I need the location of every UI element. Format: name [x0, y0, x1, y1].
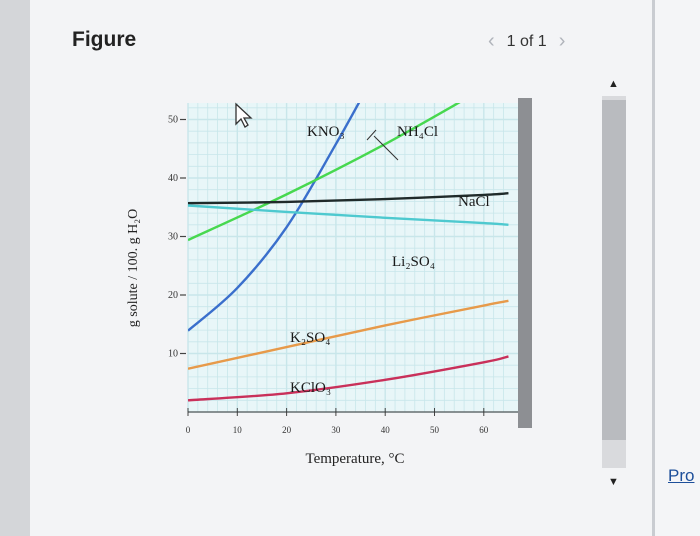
x-tick-label: 0 [186, 425, 191, 435]
right-panel [655, 0, 700, 536]
x-tick-label: 60 [479, 425, 489, 435]
scroll-thumb[interactable] [602, 100, 626, 440]
pager-text: 1 of 1 [506, 32, 547, 50]
series-label-k2so4: K₂SO₄ [290, 330, 330, 346]
scroll-down-arrow-icon[interactable]: ▼ [608, 476, 619, 488]
pro-link[interactable]: Pro [668, 466, 695, 485]
y-tick-label: 40 [168, 173, 178, 184]
series-label-nh4cl: NH₄Cl [397, 124, 438, 140]
series-label-kclo3: KClO₃ [290, 380, 331, 396]
series-label-li2so4: Li₂SO₄ [392, 254, 435, 270]
mouse-pointer-icon [235, 102, 253, 128]
nh4cl-leader-line [373, 135, 399, 161]
y-tick-label: 50 [168, 115, 178, 126]
series-line-li2so4 [188, 204, 509, 226]
figure-pager: ‹ 1 of 1 › [488, 30, 565, 53]
y-tick-label: 10 [168, 349, 178, 360]
series-line-nh4cl [188, 103, 461, 242]
series-line-k2so4 [188, 299, 509, 370]
series-line-kclo3 [188, 355, 509, 402]
kno3-leader-line [366, 129, 377, 141]
x-tick-label: 50 [430, 425, 440, 435]
y-tick-label: 20 [168, 290, 178, 301]
x-axis-title: Temperature, °C [305, 451, 404, 467]
panel-divider [652, 0, 655, 536]
x-tick-label: 20 [282, 425, 292, 435]
series-line-kno3 [188, 103, 361, 332]
x-tick-label: 30 [331, 425, 341, 435]
chevron-left-icon[interactable]: ‹ [488, 30, 495, 52]
y-tick-label: 30 [168, 232, 178, 243]
y-axis-title: g solute / 100. g H₂O [126, 209, 141, 327]
figure-title: Figure [72, 28, 137, 51]
x-tick-label: 40 [381, 425, 391, 435]
scroll-up-arrow-icon[interactable]: ▲ [608, 78, 619, 90]
chevron-right-icon[interactable]: › [558, 30, 566, 52]
x-tick-label: 10 [233, 425, 243, 435]
series-label-nacl: NaCl [458, 194, 490, 210]
series-line-nacl [188, 192, 509, 205]
plot-right-edge [518, 98, 532, 428]
figure-scrollbar[interactable]: ▲ ▼ [598, 78, 632, 498]
series-label-kno3: KNO₃ [307, 124, 345, 140]
